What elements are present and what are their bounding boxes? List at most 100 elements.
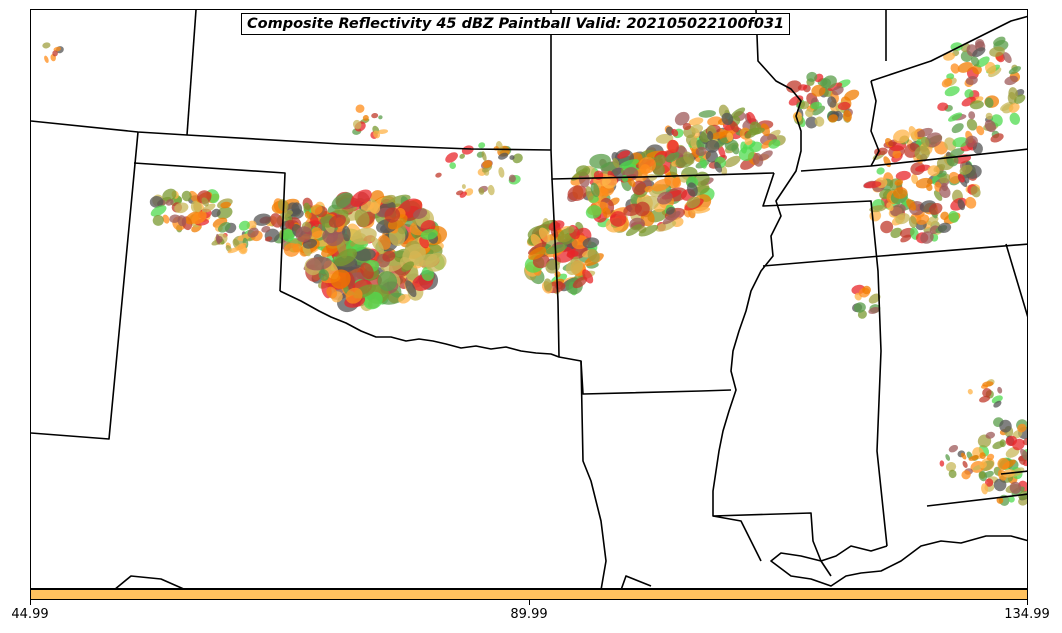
reflectivity-blob-1086	[967, 388, 973, 395]
reflectivity-blob-726	[698, 110, 716, 118]
reflectivity-blob-897	[886, 202, 894, 212]
reflectivity-blob-854	[926, 183, 933, 192]
reflectivity-blob-475	[565, 259, 584, 276]
reflectivity-blob-706	[744, 137, 753, 146]
reflectivity-blob-543	[567, 185, 588, 201]
reflectivity-blob-328	[285, 219, 295, 229]
reflectivity-blob-923	[877, 147, 888, 156]
reflectivity-blob-1118	[512, 153, 523, 164]
reflectivity-blob-361	[190, 200, 202, 213]
reflectivity-blob-626	[638, 224, 659, 237]
reflectivity-blob-366	[152, 214, 164, 226]
reflectivity-blob-1030	[1022, 437, 1027, 446]
reflectivity-blob-641	[602, 207, 611, 219]
reflectivity-blob-579	[672, 177, 682, 188]
reflectivity-blob-208	[382, 250, 396, 262]
reflectivity-blob-474	[582, 237, 600, 249]
reflectivity-blob-925	[928, 202, 943, 215]
reflectivity-blob-1110	[353, 119, 362, 130]
reflectivity-blob-388	[264, 236, 273, 242]
reflectivity-blob-620	[686, 196, 701, 209]
reflectivity-blob-558	[692, 207, 711, 214]
reflectivity-blob-741	[710, 131, 726, 140]
reflectivity-blob-924	[950, 148, 965, 157]
reflectivity-blob-254	[350, 189, 372, 207]
reflectivity-blob-979	[972, 47, 986, 58]
reflectivity-blob-1119	[435, 172, 442, 178]
reflectivity-blob-978	[948, 112, 963, 122]
reflectivity-blob-1102	[378, 115, 383, 120]
reflectivity-blob-985	[1008, 87, 1018, 100]
reflectivity-blob-228	[363, 291, 383, 310]
reflectivity-blob-617	[590, 182, 600, 198]
reflectivity-blob-1128	[459, 153, 465, 159]
reflectivity-blob-494	[587, 248, 600, 263]
reflectivity-blob-997	[989, 46, 1005, 57]
reflectivity-blob-1060	[1012, 438, 1025, 451]
reflectivity-blob-491	[566, 250, 579, 258]
reflectivity-blob-354	[149, 195, 164, 208]
reflectivity-blob-933	[939, 185, 951, 199]
reflectivity-blob-1028	[986, 453, 995, 461]
reflectivity-blob-297	[311, 227, 323, 239]
border-fl-ga-east	[1000, 470, 1027, 475]
border-mississippi-river	[712, 10, 832, 577]
reflectivity-blob-374	[177, 215, 187, 227]
reflectivity-blob-1113	[461, 184, 466, 189]
reflectivity-blob-960	[944, 86, 960, 97]
reflectivity-blob-739	[729, 120, 739, 133]
reflectivity-blob-400	[247, 227, 259, 238]
reflectivity-blob-1000	[976, 56, 990, 68]
reflectivity-blob-693	[730, 107, 746, 119]
reflectivity-blob-722	[690, 124, 704, 134]
reflectivity-blob-966	[968, 111, 976, 120]
reflectivity-blob-1127	[449, 162, 457, 169]
reflectivity-blob-981	[990, 133, 1004, 143]
reflectivity-blob-713	[665, 152, 680, 163]
reflectivity-blob-912	[876, 167, 885, 175]
reflectivity-blob-319	[270, 213, 283, 228]
reflectivity-blob-1137	[509, 155, 515, 160]
reflectivity-blob-995	[957, 61, 973, 73]
reflectivity-blob-740	[721, 112, 734, 126]
reflectivity-blob-492	[546, 244, 568, 255]
reflectivity-blob-303	[303, 202, 311, 213]
reflectivity-blob-205	[326, 286, 338, 299]
reflectivity-blob-725	[760, 123, 770, 137]
reflectivity-blob-841	[965, 196, 977, 209]
border-co-ok-panhandle	[133, 162, 286, 292]
reflectivity-blob-369	[220, 201, 232, 209]
reflectivity-blob-307	[282, 228, 295, 242]
border-co-ks	[31, 131, 139, 440]
reflectivity-blob-735	[699, 157, 707, 169]
reflectivity-blob-637	[627, 177, 636, 187]
reflectivity-blob-480	[538, 227, 551, 243]
reflectivity-blob-778	[811, 84, 826, 97]
reflectivity-blob-771	[832, 86, 844, 96]
reflectivity-blob-1099	[853, 302, 866, 313]
reflectivity-blob-1023	[997, 457, 1010, 470]
reflectivity-blob-236	[413, 208, 428, 219]
colorbar-tick-label-right: 134.99	[1004, 607, 1050, 622]
reflectivity-blob-1145	[44, 55, 49, 63]
colorbar-tick-label-middle: 89.99	[510, 607, 548, 622]
reflectivity-blob-856	[880, 220, 894, 234]
reflectivity-blob-631	[665, 206, 675, 215]
reflectivity-blob-488	[543, 278, 553, 292]
reflectivity-blob-877	[895, 213, 910, 225]
reflectivity-blob-609	[609, 211, 627, 227]
border-ok-tx-red-river	[279, 290, 560, 358]
reflectivity-blob-1073	[948, 469, 957, 479]
reflectivity-blob-529	[683, 208, 691, 218]
reflectivity-blob-744	[671, 128, 679, 137]
reflectivity-blob-676	[724, 155, 741, 168]
reflectivity-blob-903	[920, 136, 930, 148]
reflectivity-blob-999	[984, 119, 997, 133]
reflectivity-blob-916	[906, 198, 917, 211]
reflectivity-blob-1136	[461, 145, 474, 155]
reflectivity-blob-684	[731, 144, 740, 155]
reflectivity-blob-794	[799, 101, 810, 110]
reflectivity-blob-840	[915, 164, 931, 172]
reflectivity-blob-398	[239, 243, 247, 254]
border-wy-co	[186, 10, 197, 136]
